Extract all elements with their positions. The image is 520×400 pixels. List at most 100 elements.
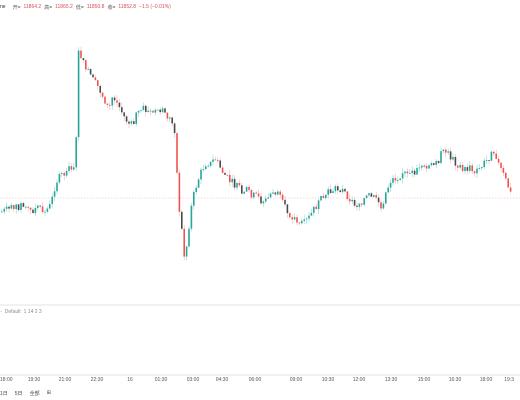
candle-body (140, 109, 142, 111)
candle-body (301, 220, 303, 224)
candle-body (233, 178, 236, 188)
candle-body (495, 153, 497, 159)
candle-body (68, 166, 70, 172)
axes (0, 304, 520, 376)
candle-body (382, 203, 385, 209)
close-label: 收= (107, 4, 116, 11)
time-tick-label: 01:30 (155, 377, 168, 383)
candle-body (27, 206, 29, 208)
candle-body (29, 207, 32, 210)
candle-body (142, 105, 145, 110)
candle-body (435, 161, 437, 165)
candle-body (1, 211, 3, 213)
candle-body (49, 204, 51, 209)
candle-body (471, 165, 473, 172)
range-all-button[interactable]: 全部 (29, 390, 40, 397)
candle-body (452, 156, 454, 160)
candle-body (17, 204, 20, 211)
candle-body (3, 208, 5, 212)
high-value: 11865.2 (55, 4, 73, 10)
candle-body (149, 110, 152, 112)
candle-body (339, 190, 341, 193)
candle-body (325, 194, 327, 198)
candle-body (32, 209, 34, 213)
candle-body (176, 133, 178, 173)
candle-body (303, 219, 305, 221)
candle-body (181, 211, 183, 229)
candle-body (250, 189, 253, 198)
candle-body (389, 182, 392, 188)
candle-body (327, 189, 329, 195)
indicator-params: 1 14 2 3 (23, 309, 42, 315)
candle-body (10, 205, 13, 209)
time-tick-label: 10:30 (322, 377, 335, 383)
candle-body (101, 92, 104, 97)
candle-body (82, 58, 85, 61)
candle-body (447, 151, 449, 153)
candle-body (483, 160, 485, 168)
candle-body (361, 203, 363, 205)
eye-icon[interactable]: ◦ (0, 309, 2, 315)
open-label: 开= (12, 4, 21, 11)
time-tick-label: 19:3 (504, 377, 514, 383)
time-axis: 18:00 19:30 21:00 22:30 16 01:30 03:00 04:30 06:… (0, 377, 514, 383)
candle-body (317, 200, 320, 210)
candle-body (445, 149, 447, 153)
candle-body (89, 69, 92, 75)
time-tick-label: 16 (127, 377, 133, 383)
candle-body (418, 167, 421, 169)
candle-body (219, 160, 221, 168)
candle-body (171, 117, 173, 124)
calendar-icon[interactable]: ⊞ (46, 390, 51, 396)
candle-body (193, 191, 195, 206)
candle-body (87, 69, 89, 70)
indicator-name: Default (4, 309, 21, 315)
candle-body (267, 197, 269, 199)
range-5d-button[interactable]: 5日 (14, 390, 23, 397)
candle-body (507, 178, 509, 188)
candle-body (212, 159, 214, 162)
symbol-label: ne (0, 4, 6, 10)
candle-body (205, 166, 207, 170)
candle-body (385, 192, 387, 204)
candle-body (437, 161, 440, 164)
candle-body (22, 203, 25, 207)
candle-body (128, 121, 130, 124)
candle-body (416, 168, 418, 175)
candle-body (440, 151, 442, 164)
candle-body (449, 151, 452, 160)
candle-body (260, 196, 262, 204)
candle-body (341, 188, 344, 193)
candle-body (133, 121, 135, 124)
candle-body (404, 171, 406, 174)
candle-body (15, 204, 17, 210)
candle-body (135, 112, 137, 124)
candle-body (25, 206, 27, 208)
candle-body (469, 165, 471, 171)
candle-body (99, 85, 101, 93)
range-1d-button[interactable]: 1日 (0, 390, 8, 397)
candle-body (159, 109, 161, 113)
candle-body (166, 112, 169, 119)
low-value: 11850.8 (86, 4, 105, 10)
candle-body (277, 191, 279, 195)
candle-body (39, 205, 41, 207)
candle-body (500, 162, 502, 169)
candle-body (356, 205, 358, 207)
candle-body (358, 203, 361, 207)
candle-body (421, 165, 423, 168)
candle-body (305, 218, 308, 220)
candle-body (413, 170, 416, 175)
candle-body (20, 203, 22, 211)
candle-body (147, 110, 149, 112)
candle-body (80, 50, 82, 59)
candle-body (63, 173, 65, 176)
candle-body (488, 160, 490, 161)
candle-body (183, 228, 185, 257)
candle-body (248, 186, 250, 190)
time-tick-label: 18:00 (480, 377, 493, 383)
candle-body (173, 123, 176, 134)
candle-body (188, 228, 190, 247)
candle-body (423, 165, 425, 167)
